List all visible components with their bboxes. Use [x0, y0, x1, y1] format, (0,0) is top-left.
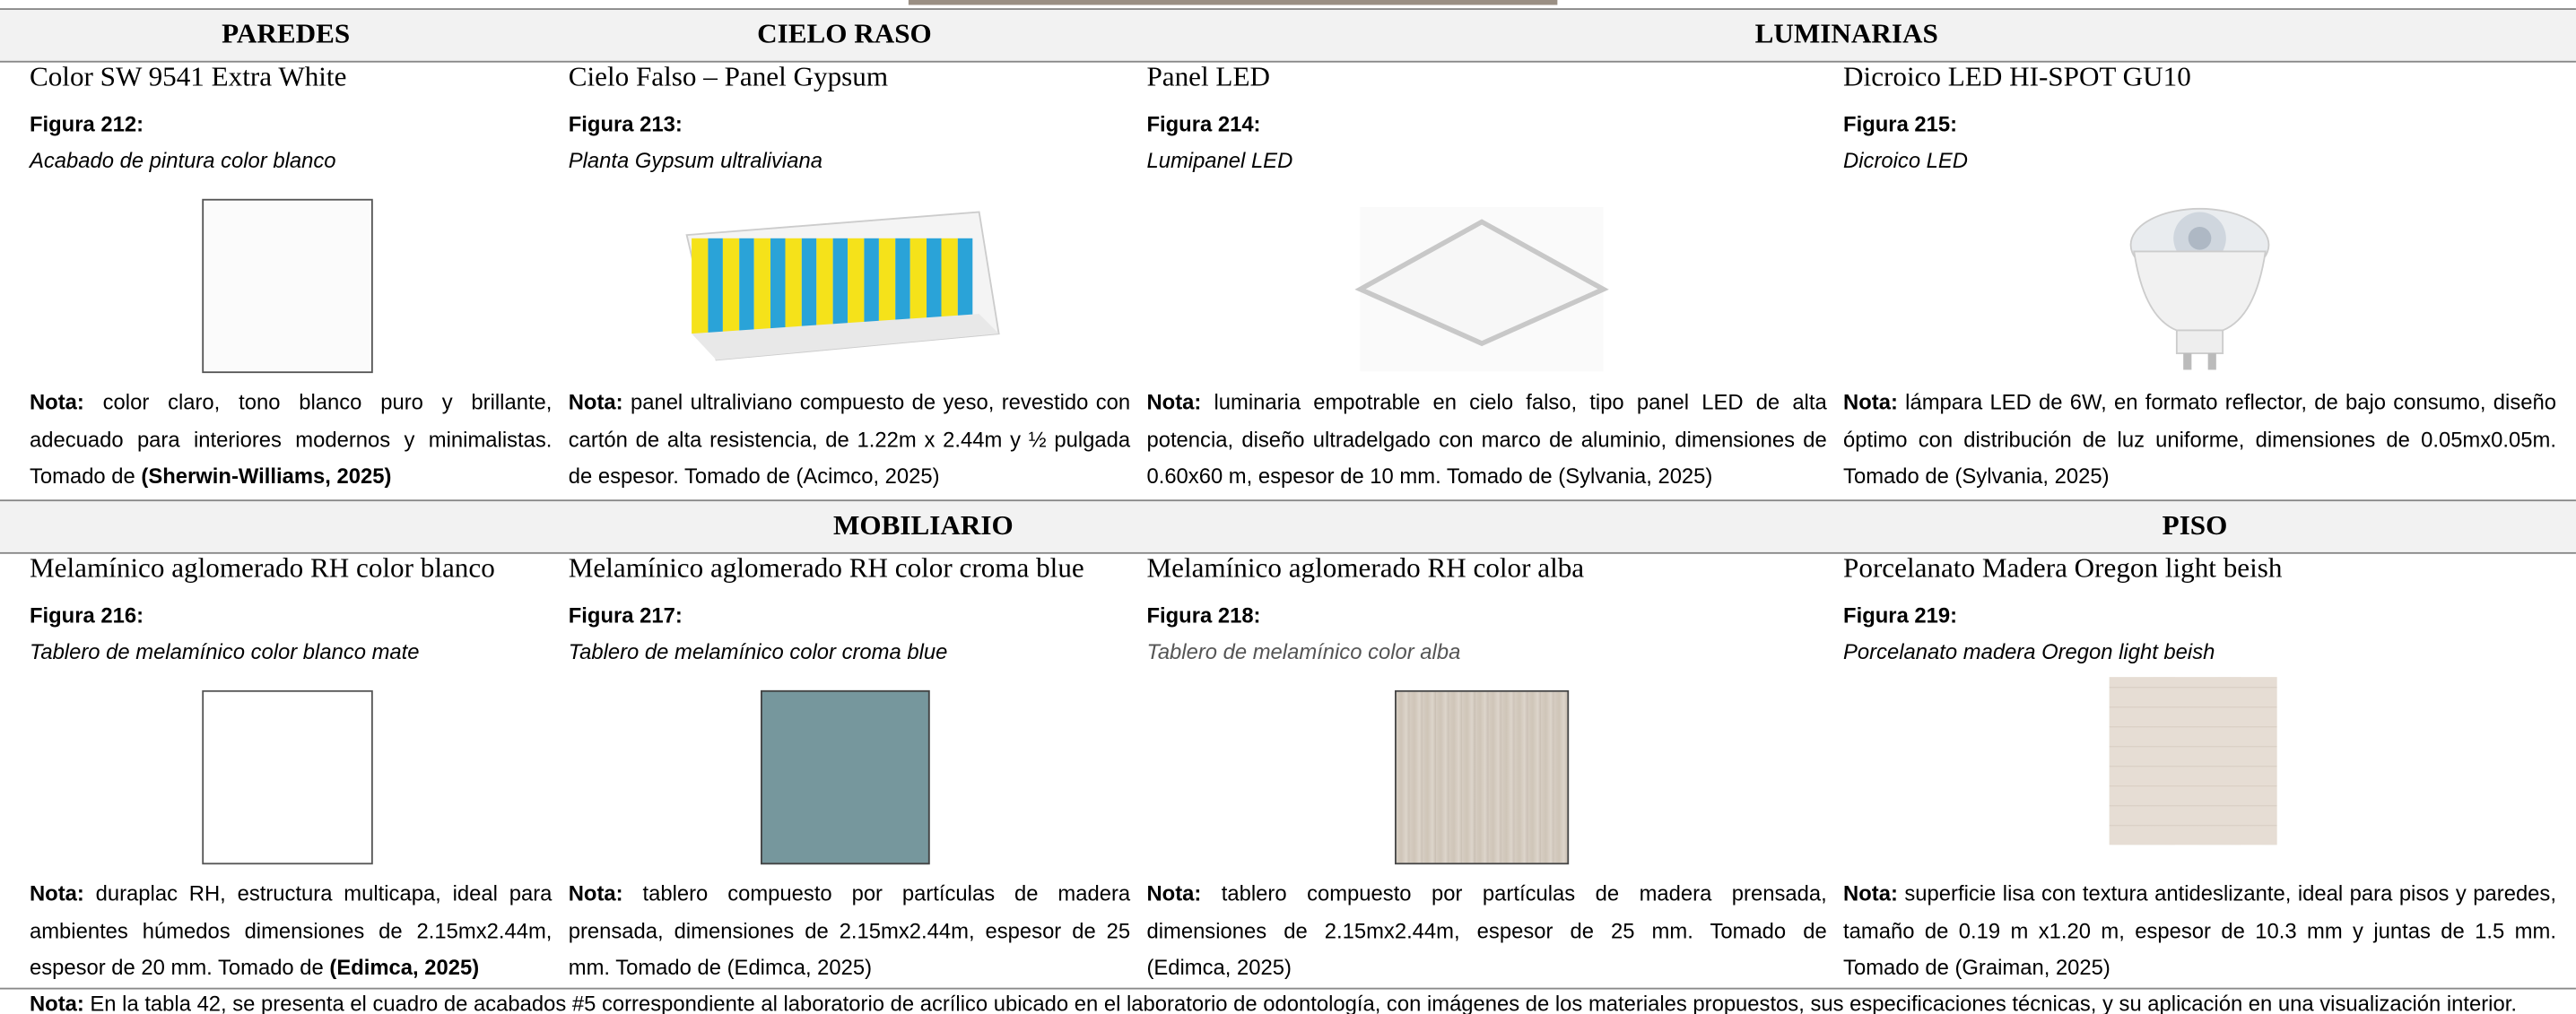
- item-title: Panel LED: [1146, 60, 1270, 92]
- note: Nota: tablero compuesto por partículas d…: [1146, 876, 1826, 987]
- note: Nota: superficie lisa con textura antide…: [1843, 876, 2556, 987]
- figure-caption: Tablero de melamínico color croma blue: [568, 639, 948, 664]
- note-label: Nota:: [1146, 389, 1202, 414]
- note-label: Nota:: [29, 389, 84, 414]
- note-label: Nota:: [29, 880, 84, 906]
- note-label: Nota:: [568, 389, 623, 414]
- cropped-image-edge: [908, 0, 1558, 5]
- item-title: Melamínico aglomerado RH color croma blu…: [568, 551, 1084, 584]
- figure-label: Figura 218:: [1146, 602, 1261, 628]
- note-label: Nota:: [1843, 389, 1898, 414]
- section-header: CIELO RASO: [757, 18, 932, 49]
- note: Nota: luminaria empotrable en cielo fals…: [1146, 385, 1826, 496]
- section-header: LUMINARIAS: [1754, 18, 1938, 49]
- note: Nota: duraplac RH, estructura multicapa,…: [30, 876, 552, 987]
- note-text: lámpara LED de 6W, en formato reflector,…: [1843, 389, 2556, 489]
- note: Nota: tablero compuesto por partículas d…: [569, 876, 1130, 987]
- footer-label: Nota:: [29, 991, 84, 1014]
- figure-label: Figura 214:: [1146, 111, 1261, 137]
- section-header: PAREDES: [222, 18, 351, 49]
- material-image: [30, 689, 552, 868]
- figure-label: Figura 213:: [568, 111, 683, 137]
- figure-label: Figura 215:: [1843, 111, 1958, 137]
- figure-caption: Tablero de melamínico color alba: [1146, 639, 1461, 664]
- item-title: Melamínico aglomerado RH color alba: [1146, 551, 1585, 584]
- item-title: Porcelanato Madera Oregon light beish: [1843, 551, 2283, 584]
- material-image: [1843, 199, 2556, 377]
- note: Nota: color claro, tono blanco puro y br…: [30, 385, 552, 496]
- note-label: Nota:: [1146, 880, 1202, 906]
- section-header: MOBILIARIO: [832, 509, 1014, 542]
- note-label: Nota:: [1843, 880, 1898, 906]
- note-text: duraplac RH, estructura multicapa, ideal…: [29, 880, 553, 980]
- section-header-band: [0, 8, 2576, 63]
- note-text: tablero compuesto por partículas de made…: [1146, 880, 1827, 980]
- item-title: Melamínico aglomerado RH color blanco: [29, 551, 495, 584]
- footer-note: Nota: En la tabla 42, se presenta el cua…: [30, 986, 2576, 1014]
- bottom-rule: [0, 987, 2576, 990]
- item-title: Color SW 9541 Extra White: [29, 60, 347, 92]
- figure-caption: Tablero de melamínico color blanco mate: [29, 639, 420, 664]
- section-header-band: [0, 499, 2576, 554]
- note-text: tablero compuesto por partículas de made…: [568, 880, 1131, 980]
- item-title: Cielo Falso – Panel Gypsum: [568, 60, 889, 92]
- material-image: [569, 199, 1130, 377]
- note-source: (Sherwin-Williams, 2025): [141, 463, 392, 489]
- note-text: luminaria empotrable en cielo falso, tip…: [1146, 389, 1827, 489]
- note: Nota: panel ultraliviano compuesto de ye…: [569, 385, 1130, 496]
- section-header: PISO: [2162, 509, 2228, 542]
- note-text: superficie lisa con textura antideslizan…: [1843, 880, 2556, 980]
- note: Nota: lámpara LED de 6W, en formato refl…: [1843, 385, 2556, 496]
- material-image: [30, 198, 552, 377]
- figure-caption: Porcelanato madera Oregon light beish: [1843, 639, 2215, 664]
- figure-caption: Lumipanel LED: [1146, 147, 1293, 173]
- figure-caption: Planta Gypsum ultraliviana: [568, 147, 822, 173]
- figure-caption: Dicroico LED: [1843, 147, 1968, 173]
- figure-label: Figura 217:: [568, 602, 683, 628]
- material-image: [569, 689, 1130, 868]
- note-source: (Edimca, 2025): [329, 955, 480, 980]
- figure-label: Figura 219:: [1843, 602, 1958, 628]
- figure-label: Figura 212:: [29, 111, 144, 137]
- item-title: Dicroico LED HI-SPOT GU10: [1843, 60, 2191, 92]
- material-image: [1843, 677, 2556, 868]
- note-text: color claro, tono blanco puro y brillant…: [29, 389, 553, 489]
- note-label: Nota:: [568, 880, 623, 906]
- note-text: panel ultraliviano compuesto de yeso, re…: [568, 389, 1131, 489]
- footer-text: En la tabla 42, se presenta el cuadro de…: [83, 991, 2517, 1014]
- material-image: [1146, 199, 1826, 377]
- figure-label: Figura 216:: [29, 602, 144, 628]
- material-image: [1146, 689, 1826, 868]
- figure-caption: Acabado de pintura color blanco: [29, 147, 336, 173]
